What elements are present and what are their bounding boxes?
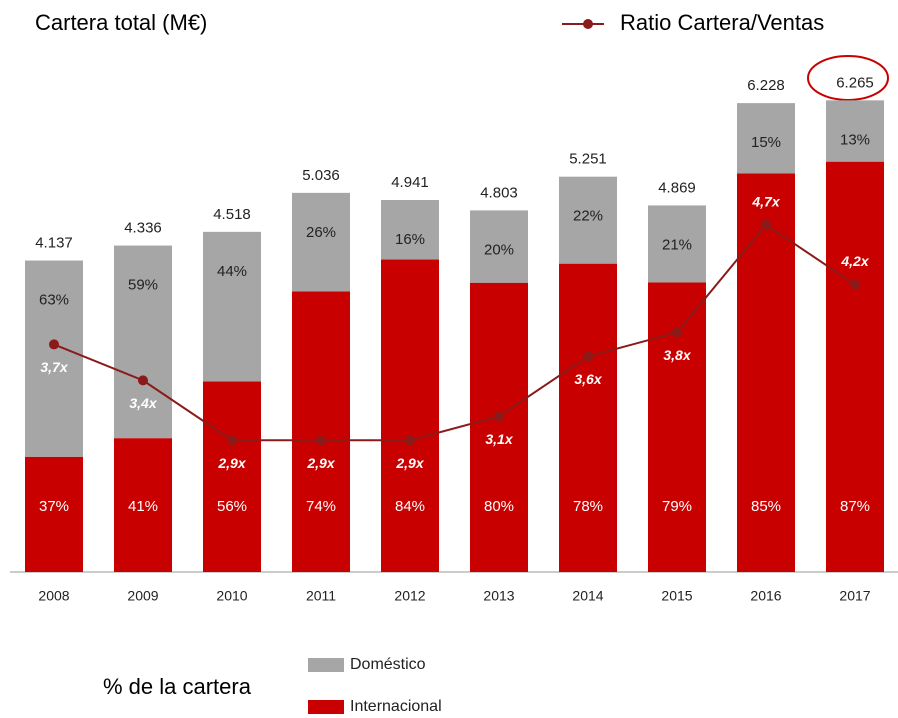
x-tick-label: 2015 bbox=[661, 588, 692, 604]
ratio-label: 4,2x bbox=[840, 253, 869, 269]
segment-label: 63% bbox=[39, 292, 69, 309]
segment-label: 78% bbox=[573, 498, 603, 515]
bar-segment bbox=[25, 456, 83, 572]
bar-segment bbox=[381, 259, 439, 572]
legend-label: Internacional bbox=[350, 698, 442, 715]
segment-label: 87% bbox=[840, 498, 870, 515]
x-tick-label: 2014 bbox=[572, 588, 603, 604]
ratio-line bbox=[53, 223, 856, 442]
ratio-label: 2,9x bbox=[217, 455, 246, 471]
total-label: 4.869 bbox=[658, 179, 696, 196]
x-tick-label: 2011 bbox=[306, 588, 336, 604]
ratio-label: 3,4x bbox=[129, 395, 157, 411]
segment-label: 21% bbox=[662, 236, 692, 253]
legend-label: Doméstico bbox=[350, 656, 426, 673]
ratio-point bbox=[672, 327, 682, 338]
bar-segment bbox=[470, 210, 528, 283]
bar-segment bbox=[648, 205, 706, 283]
segment-label: 15% bbox=[751, 134, 781, 151]
legend-title: % de la cartera bbox=[103, 674, 252, 699]
segment-label: 13% bbox=[840, 131, 870, 148]
bar-segment bbox=[292, 291, 350, 572]
ratio-point bbox=[405, 435, 415, 446]
bar-segment bbox=[203, 231, 261, 382]
chart-title: Cartera total (M€) bbox=[35, 10, 207, 35]
ratio-label: 4,7x bbox=[751, 193, 780, 209]
ratio-label: 3,7x bbox=[40, 359, 68, 375]
bar-segment bbox=[114, 245, 172, 439]
ratio-point bbox=[850, 279, 860, 290]
ratio-label: 2,9x bbox=[306, 455, 335, 471]
highlight-circle bbox=[807, 55, 889, 101]
segment-label: 41% bbox=[128, 498, 158, 515]
bar-segment bbox=[648, 282, 706, 572]
segment-label: 44% bbox=[217, 263, 247, 280]
segment-label: 56% bbox=[217, 498, 247, 515]
legend-label: Ratio Cartera/Ventas bbox=[620, 10, 824, 35]
segment-label: 85% bbox=[751, 498, 781, 515]
legend-swatch bbox=[308, 658, 344, 672]
bar-segment bbox=[737, 173, 795, 572]
x-tick-label: 2017 bbox=[839, 588, 870, 604]
total-label: 5.251 bbox=[569, 151, 607, 168]
total-label: 4.803 bbox=[480, 184, 518, 201]
total-label: 6.228 bbox=[747, 77, 785, 94]
total-label: 5.036 bbox=[302, 167, 340, 184]
segment-label: 22% bbox=[573, 208, 603, 225]
ratio-point bbox=[494, 411, 504, 422]
segment-label: 37% bbox=[39, 498, 69, 515]
bar-segment bbox=[114, 438, 172, 572]
bar-segment bbox=[381, 200, 439, 260]
bar-segment bbox=[826, 100, 884, 162]
x-tick-label: 2013 bbox=[483, 588, 514, 604]
segment-label: 16% bbox=[395, 231, 425, 248]
bar-segment bbox=[25, 260, 83, 457]
ratio-label: 3,8x bbox=[663, 347, 691, 363]
ratio-point bbox=[761, 219, 771, 230]
total-label: 6.265 bbox=[836, 74, 874, 91]
x-tick-label: 2008 bbox=[38, 588, 69, 604]
x-tick-label: 2009 bbox=[127, 588, 158, 604]
segment-label: 80% bbox=[484, 498, 514, 515]
segment-label: 20% bbox=[484, 241, 514, 258]
total-label: 4.336 bbox=[124, 220, 162, 237]
segment-label: 74% bbox=[306, 498, 336, 515]
total-label: 4.137 bbox=[35, 235, 73, 252]
ratio-point bbox=[316, 435, 326, 446]
x-tick-label: 2016 bbox=[750, 588, 781, 604]
bar-segment bbox=[559, 263, 617, 572]
total-label: 4.518 bbox=[213, 206, 251, 223]
bar-segment bbox=[470, 282, 528, 572]
segment-label: 84% bbox=[395, 498, 425, 515]
segment-label: 79% bbox=[662, 498, 692, 515]
bar-segment bbox=[737, 103, 795, 174]
legend-swatch bbox=[308, 700, 344, 714]
ratio-label: 3,6x bbox=[574, 371, 602, 387]
bar-segment bbox=[203, 381, 261, 572]
ratio-point bbox=[583, 351, 593, 362]
ratio-point bbox=[227, 435, 237, 446]
segment-label: 59% bbox=[128, 277, 158, 294]
bar-segment bbox=[292, 192, 350, 292]
bar-segment bbox=[559, 176, 617, 264]
legend-marker bbox=[583, 19, 593, 29]
ratio-point bbox=[49, 339, 59, 350]
total-label: 4.941 bbox=[391, 174, 429, 191]
segment-label: 26% bbox=[306, 224, 336, 241]
x-tick-label: 2012 bbox=[394, 588, 425, 604]
ratio-label: 3,1x bbox=[485, 431, 513, 447]
ratio-point bbox=[138, 375, 148, 386]
x-tick-label: 2010 bbox=[216, 588, 247, 604]
ratio-label: 2,9x bbox=[395, 455, 424, 471]
bar-segment bbox=[826, 161, 884, 573]
